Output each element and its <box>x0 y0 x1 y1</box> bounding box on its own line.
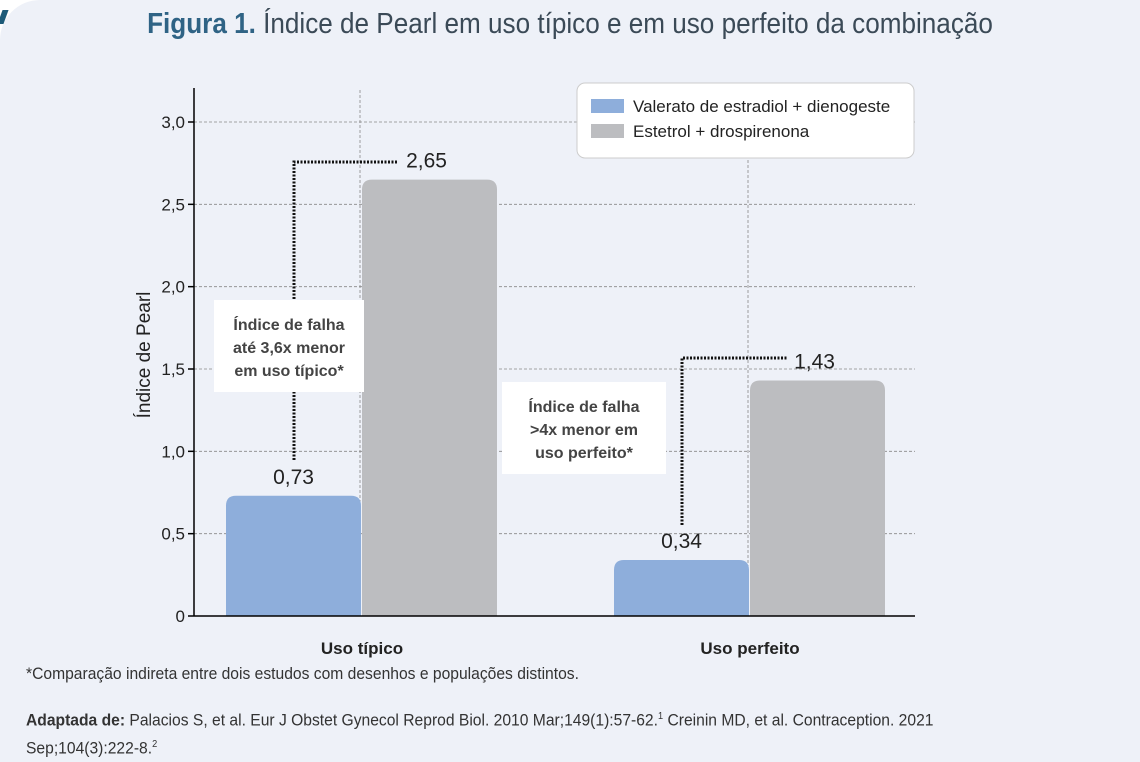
annotation-text: Índice de falha <box>528 397 639 416</box>
legend-swatch <box>591 99 624 113</box>
x-tick-label: Uso típico <box>321 639 403 658</box>
annotation-text: >4x menor em <box>530 422 638 439</box>
y-tick-label: 0 <box>176 607 185 626</box>
annotation-box <box>214 300 364 392</box>
source-citation: Adaptada de: Palacios S, et al. Eur J Ob… <box>26 705 933 760</box>
bar <box>750 380 885 616</box>
data-label: 1,43 <box>794 351 835 374</box>
data-label: 2,65 <box>406 150 447 173</box>
y-tick-label: 3,0 <box>161 113 185 132</box>
annotation-text: uso perfeito* <box>535 445 634 462</box>
ref-sup-1: 1 <box>657 711 664 722</box>
figure-title-text: Índice de Pearl em uso típico e em uso p… <box>263 8 993 40</box>
footnote: *Comparação indireta entre dois estudos … <box>26 664 579 683</box>
annotation-text: em uso típico* <box>234 363 344 380</box>
y-axis-label: Índice de Pearl <box>134 292 155 419</box>
x-tick-label: Uso perfeito <box>700 639 799 658</box>
legend-label: Estetrol + drospirenona <box>633 122 810 141</box>
legend-swatch <box>591 124 624 138</box>
bar <box>614 560 749 616</box>
y-tick-label: 2,0 <box>161 278 185 297</box>
source-ref-2b: Sep;104(3):222-8. <box>26 738 153 758</box>
legend-label: Valerato de estradiol + dienogeste <box>633 97 890 116</box>
y-tick-label: 1,5 <box>161 360 185 379</box>
y-tick-label: 0,5 <box>161 525 185 544</box>
bar <box>362 179 497 616</box>
y-tick-label: 2,5 <box>161 195 185 214</box>
figure-number: Figura 1. <box>147 8 256 40</box>
legend-box <box>576 82 915 159</box>
source-ref-2a: Creinin MD, et al. Contraception. 2021 <box>663 710 934 730</box>
bar <box>226 495 361 616</box>
annotation-text: até 3,6x menor <box>233 340 345 357</box>
data-label: 0,34 <box>661 530 702 553</box>
source-ref-1: Palacios S, et al. Eur J Obstet Gynecol … <box>129 710 658 730</box>
annotation-text: Índice de falha <box>233 315 344 334</box>
y-tick-label: 1,0 <box>161 442 185 461</box>
ref-sup-2: 2 <box>152 738 158 750</box>
figure-title: Figura 1. Índice de Pearl em uso típico … <box>57 8 1083 41</box>
source-label: Adaptada de: <box>26 710 126 730</box>
data-label: 0,73 <box>273 466 314 489</box>
annotation-box <box>502 382 666 474</box>
